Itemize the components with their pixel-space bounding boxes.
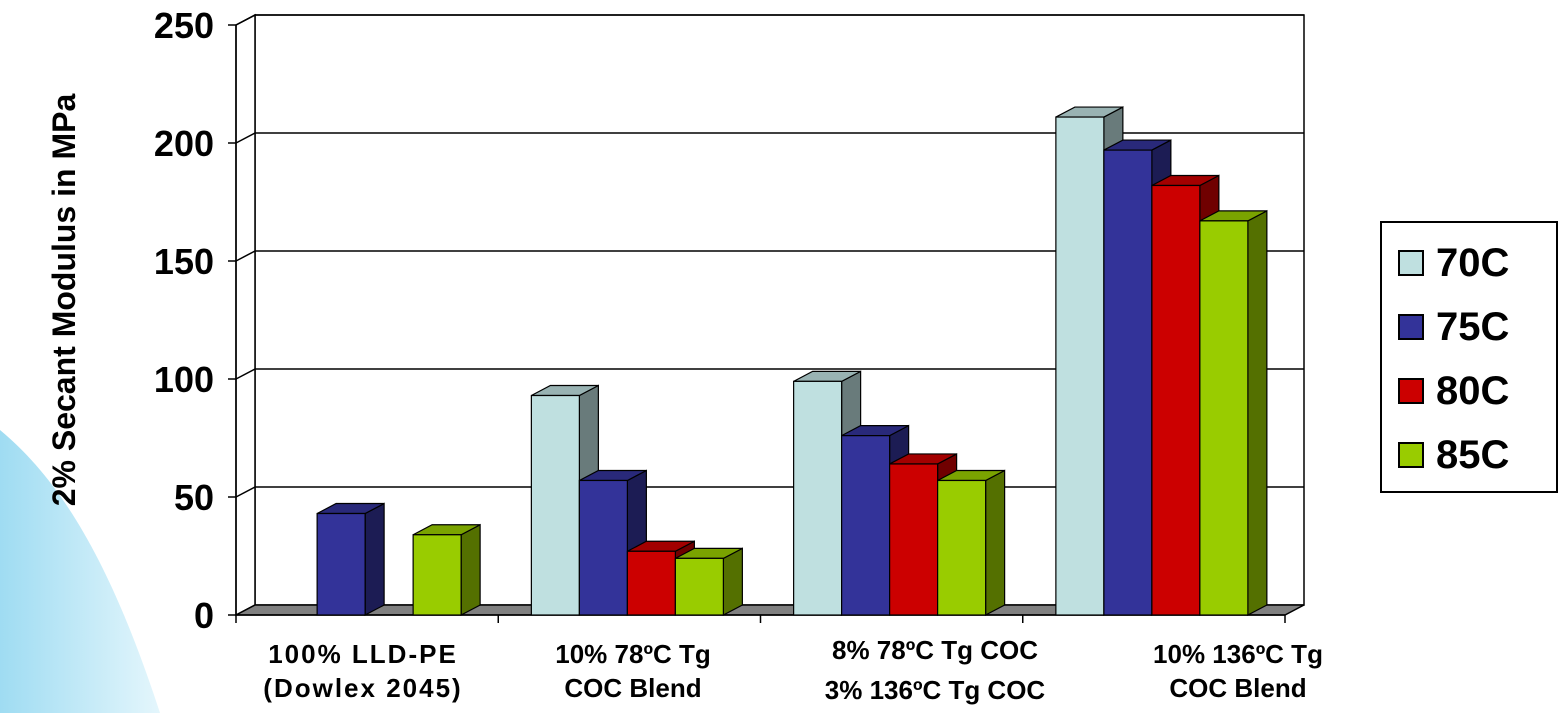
x-category-label: 10% 78ºC Tg COC Blend (483, 637, 783, 705)
x-category-line: 100% LLD-PE (268, 639, 458, 669)
bar-front (1199, 220, 1249, 616)
bar-85c-3 (1199, 209, 1268, 616)
legend-label: 70C (1436, 241, 1510, 285)
x-category-line: (Dowlex 2045) (263, 673, 463, 703)
bar-side (1247, 209, 1268, 616)
bar-front (1055, 116, 1105, 616)
x-category-label: 100% LLD-PE (Dowlex 2045) (213, 637, 513, 705)
bars (316, 106, 1268, 616)
legend-item-85c: 85C (1398, 435, 1509, 475)
y-tick-labels: 0 50 100 150 200 250 (154, 5, 214, 636)
legend-item-70c: 70C (1398, 243, 1509, 283)
bar-70c-1 (530, 384, 599, 616)
x-category-line: COC Blend (564, 673, 702, 703)
bar-75c-1 (578, 469, 647, 616)
legend-label: 85C (1436, 433, 1510, 477)
bar-front (841, 435, 891, 616)
y-tick-label: 50 (174, 477, 214, 518)
bar-side (985, 469, 1006, 616)
x-category-line: 10% 78ºC Tg (555, 639, 711, 669)
bar-side (722, 547, 743, 616)
bar-front (674, 557, 724, 616)
x-category-line: 8% 78ºC Tg COC (832, 635, 1038, 665)
bar-front (530, 394, 580, 616)
x-category-label: 10% 136ºC Tg COC Blend (1088, 637, 1388, 705)
y-axis-label: 2% Secant Modulus in MPa (46, 93, 82, 507)
bar-side (460, 523, 481, 616)
bar-85c-0 (412, 523, 481, 616)
bar-front (578, 479, 628, 616)
x-category-line: COC Blend (1169, 673, 1307, 703)
bar-front (793, 380, 843, 616)
legend-item-75c: 75C (1398, 307, 1509, 347)
x-category-line: 3% 136ºC Tg COC (824, 675, 1046, 705)
bar-front (1103, 149, 1153, 616)
bar-85c-1 (674, 547, 743, 616)
gridline-side (235, 486, 256, 498)
gridline-side (235, 250, 256, 262)
gridlines (235, 13, 1305, 617)
bar-75c-0 (316, 502, 385, 616)
y-tick-label: 200 (154, 123, 214, 164)
x-category-label: 8% 78ºC Tg COC 3% 136ºC Tg COC (785, 630, 1085, 710)
bar-front (889, 463, 939, 616)
bar-front (626, 550, 676, 616)
y-tick-label: 150 (154, 241, 214, 282)
y-tick-label: 250 (154, 5, 214, 46)
bar-side (364, 502, 385, 616)
y-tick-label: 100 (154, 359, 214, 400)
legend-item-80c: 80C (1398, 371, 1509, 411)
bar-front (316, 512, 366, 616)
bar-front (1151, 184, 1201, 616)
bar-front (412, 534, 462, 616)
legend-swatch (1398, 250, 1424, 276)
legend-label: 75C (1436, 305, 1510, 349)
bar-85c-2 (937, 469, 1006, 616)
gridline-side (235, 368, 256, 380)
legend-swatch (1398, 442, 1424, 468)
gridline-side (235, 132, 256, 144)
legend-swatch (1398, 314, 1424, 340)
legend: 70C 75C 80C 85C (1380, 221, 1558, 493)
x-category-line: 10% 136ºC Tg (1153, 639, 1323, 669)
bar-front (937, 479, 987, 616)
gridline-side (235, 14, 256, 26)
legend-label: 80C (1436, 369, 1510, 413)
side-wall (235, 13, 256, 617)
legend-swatch (1398, 378, 1424, 404)
y-tick-label: 0 (194, 595, 214, 636)
